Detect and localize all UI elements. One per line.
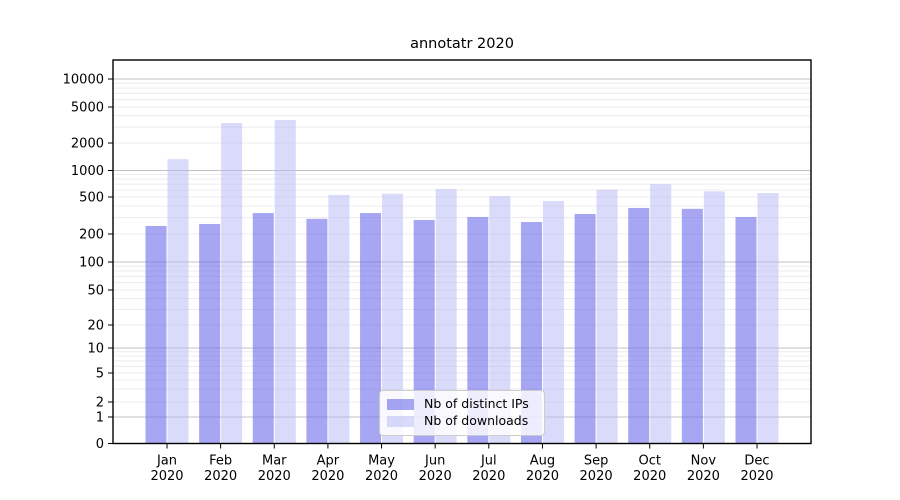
x-tick-year-jun: 2020 [419, 469, 452, 484]
x-tick-year-sep: 2020 [580, 469, 613, 484]
bar-downloads-mar [274, 120, 296, 444]
x-tick-year-feb: 2020 [204, 469, 237, 484]
y-tick-label-200: 200 [79, 228, 104, 243]
bar-downloads-apr [328, 194, 350, 444]
y-tick-label-20: 20 [87, 319, 104, 334]
x-tick-label-aug: Aug [530, 454, 555, 469]
x-tick-label-apr: Apr [317, 454, 340, 469]
bar-ips-jun [413, 219, 435, 444]
bar-ips-oct [628, 207, 650, 444]
y-tick-label-5: 5 [96, 367, 104, 382]
y-tick-label-500: 500 [79, 191, 104, 206]
legend-item-downloads: Nb of downloads [387, 415, 536, 428]
bar-ips-mar [252, 213, 274, 444]
y-tick-label-0: 0 [96, 437, 104, 452]
x-tick-year-nov: 2020 [687, 469, 720, 484]
bar-ips-nov [681, 208, 703, 444]
bar-downloads-feb [221, 122, 243, 444]
y-tick-label-2: 2 [96, 396, 104, 411]
bar-ips-dec [735, 216, 757, 444]
bar-downloads-oct [650, 184, 672, 444]
y-tick-label-10000: 10000 [63, 73, 104, 88]
bar-ips-apr [306, 218, 328, 444]
bar-downloads-may [382, 193, 404, 444]
bar-downloads-jun [435, 189, 457, 444]
plot-border [112, 59, 812, 445]
x-tick-label-jun: Jun [424, 454, 445, 469]
legend-swatch-downloads [387, 415, 414, 427]
y-tick-label-2000: 2000 [71, 137, 104, 152]
bar-ips-aug [520, 222, 542, 444]
x-tick-year-jul: 2020 [472, 469, 505, 484]
x-tick-year-oct: 2020 [633, 469, 666, 484]
legend-label-downloads: Nb of downloads [424, 413, 529, 429]
legend-item-distinct-ips: Nb of distinct IPs [387, 398, 536, 411]
x-tick-year-aug: 2020 [526, 469, 559, 484]
bar-ips-jul [467, 216, 489, 444]
y-tick-label-100: 100 [79, 256, 104, 271]
bar-ips-may [360, 213, 382, 444]
y-tick-label-50: 50 [87, 284, 104, 299]
x-tick-label-sep: Sep [584, 454, 609, 469]
bar-ips-sep [574, 214, 596, 444]
x-tick-year-dec: 2020 [740, 469, 773, 484]
bar-downloads-aug [542, 200, 564, 444]
bar-downloads-nov [703, 191, 725, 444]
x-tick-year-apr: 2020 [311, 469, 344, 484]
bar-ips-jan [145, 225, 167, 444]
x-tick-year-jan: 2020 [150, 469, 183, 484]
x-tick-label-dec: Dec [744, 454, 769, 469]
bar-downloads-dec [757, 193, 779, 444]
x-tick-label-oct: Oct [638, 454, 660, 469]
x-tick-year-may: 2020 [365, 469, 398, 484]
x-tick-label-jul: Jul [480, 454, 497, 469]
x-tick-label-feb: Feb [209, 454, 232, 469]
legend-swatch-distinct-ips [387, 399, 414, 411]
x-tick-label-mar: Mar [262, 454, 287, 469]
bar-downloads-jul [489, 196, 511, 444]
x-tick-label-jan: Jan [156, 454, 177, 469]
x-tick-label-nov: Nov [691, 454, 717, 469]
bar-downloads-jan [167, 159, 189, 444]
y-tick-label-1: 1 [96, 411, 104, 426]
x-tick-label-may: May [368, 454, 395, 469]
bar-ips-feb [199, 224, 221, 444]
x-tick-year-mar: 2020 [258, 469, 291, 484]
legend: Nb of distinct IPs Nb of downloads [379, 390, 545, 436]
bar-downloads-sep [596, 189, 618, 444]
legend-label-distinct-ips: Nb of distinct IPs [424, 396, 529, 412]
chart-title: annotatr 2020 [410, 36, 514, 52]
y-tick-label-5000: 5000 [71, 101, 104, 116]
y-tick-label-1000: 1000 [71, 164, 104, 179]
y-tick-label-10: 10 [87, 342, 104, 357]
